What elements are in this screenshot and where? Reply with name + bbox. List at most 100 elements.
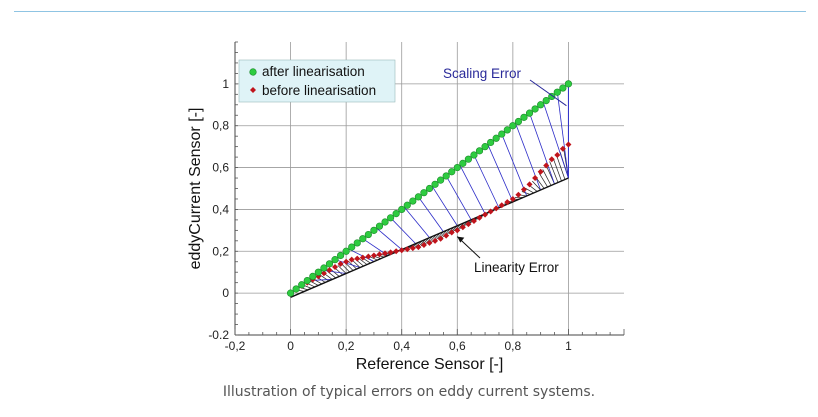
data-point-after — [381, 218, 389, 226]
data-point-after — [370, 226, 378, 234]
linearity-hatch-line — [341, 263, 350, 273]
linearity-hatch-line — [538, 173, 548, 188]
data-point-after — [398, 205, 406, 214]
annotation-scaling-arrow — [529, 79, 567, 107]
data-point-before — [370, 252, 377, 259]
annotation-scaling-error: Scaling Error — [443, 66, 522, 81]
data-point-after — [331, 256, 339, 264]
x-axis-title: Reference Sensor [-] — [356, 356, 504, 373]
linearity-hatch-line — [424, 235, 434, 245]
data-point-after — [475, 147, 484, 155]
x-tick-label: 0,4 — [393, 339, 410, 353]
data-point-before — [443, 232, 450, 239]
data-point-after — [320, 264, 328, 272]
data-point-before — [554, 152, 561, 159]
x-tick-label: 0,8 — [505, 339, 522, 353]
data-point-before — [504, 199, 511, 206]
data-point-after — [387, 214, 395, 222]
data-point-after — [298, 281, 306, 289]
linearity-hatch-line — [552, 158, 562, 182]
x-tick-label: 1 — [565, 339, 572, 353]
data-point-before — [537, 168, 544, 175]
data-point-before — [348, 256, 355, 263]
data-point-before — [543, 162, 550, 169]
scaling-hatch-line — [529, 113, 555, 185]
linearity-hatch-line — [330, 269, 340, 277]
data-point-before — [382, 250, 389, 257]
data-point-after — [348, 243, 356, 251]
annotation-linearity-error: Linearity Error — [474, 260, 559, 275]
data-point-before — [376, 251, 383, 258]
data-point-before — [332, 263, 339, 270]
data-point-before — [532, 175, 539, 182]
data-point-after — [303, 276, 311, 285]
scaling-hatch-line — [376, 227, 402, 250]
legend-label-before: before linearisation — [262, 83, 376, 98]
data-point-after — [403, 201, 411, 209]
x-tick-label: 0,2 — [338, 339, 355, 353]
data-point-after — [309, 272, 317, 281]
data-point-before — [337, 260, 344, 267]
y-tick-label: 0 — [222, 286, 229, 300]
data-point-before — [420, 242, 427, 249]
data-point-after — [409, 197, 417, 205]
data-point-after — [375, 222, 384, 230]
data-point-after — [492, 134, 500, 142]
eddy-current-error-chart: -0,2 0 0,2 0,4 0,6 0,8 1 -0.2 0 0,2 0,4 0,6 0,8 1 Refe… — [187, 41, 625, 373]
data-point-before — [459, 224, 466, 231]
data-point-before — [448, 229, 455, 236]
data-point-before — [398, 247, 405, 254]
scaling-hatch-line — [501, 133, 528, 197]
data-point-after — [542, 96, 550, 105]
data-point-before — [520, 186, 527, 193]
data-point-after — [520, 113, 528, 121]
data-point-before — [465, 221, 472, 228]
scaling-hatch-line — [473, 154, 500, 209]
reference-line — [290, 177, 569, 298]
scaling-hatch-line — [418, 196, 444, 232]
data-point-before — [426, 239, 433, 246]
scaling-hatch-line — [334, 259, 361, 268]
data-point-before — [365, 253, 372, 260]
data-point-after — [442, 172, 450, 180]
linearity-hatch-line — [521, 191, 531, 195]
data-point-after — [342, 247, 350, 255]
data-point-after — [420, 189, 428, 197]
linearity-hatch-line — [549, 161, 559, 183]
data-point-after — [425, 184, 434, 193]
linearity-hatch-line — [542, 169, 552, 186]
top-divider — [14, 11, 806, 12]
data-point-before — [393, 248, 400, 255]
linearity-hatch-line — [532, 180, 541, 191]
data-point-after — [514, 117, 523, 126]
linearity-hatch-line — [535, 177, 545, 189]
linearity-hatch-line — [525, 187, 534, 194]
data-point-before — [454, 227, 461, 234]
data-point-before — [409, 245, 416, 252]
scaling-hatch-line — [459, 165, 486, 215]
data-point-after — [359, 235, 367, 243]
y-tick-label: -0.2 — [208, 328, 229, 342]
data-point-after — [292, 285, 300, 293]
data-point-before — [526, 181, 533, 188]
legend-box — [238, 59, 396, 103]
data-point-before — [359, 254, 366, 261]
data-point-after — [364, 230, 372, 239]
y-axis-title: eddyCurrent Sensor [-] — [187, 108, 204, 270]
y-tick-label: 1 — [222, 77, 229, 91]
data-point-after — [509, 122, 517, 130]
data-point-before — [515, 191, 522, 198]
data-point-after — [431, 180, 439, 188]
data-point-after — [437, 176, 445, 184]
data-point-after — [314, 268, 322, 276]
legend-label-after: after linearisation — [262, 64, 365, 79]
legend: after linearisation before linearisation — [238, 59, 396, 103]
data-point-after — [559, 84, 567, 92]
data-point-before — [470, 217, 477, 224]
data-point-before — [487, 208, 494, 215]
scaling-hatch-line — [543, 102, 569, 179]
linearity-hatch-line — [358, 258, 368, 265]
data-point-before — [432, 237, 439, 244]
data-point-before — [559, 145, 566, 152]
data-point-before — [548, 156, 555, 163]
